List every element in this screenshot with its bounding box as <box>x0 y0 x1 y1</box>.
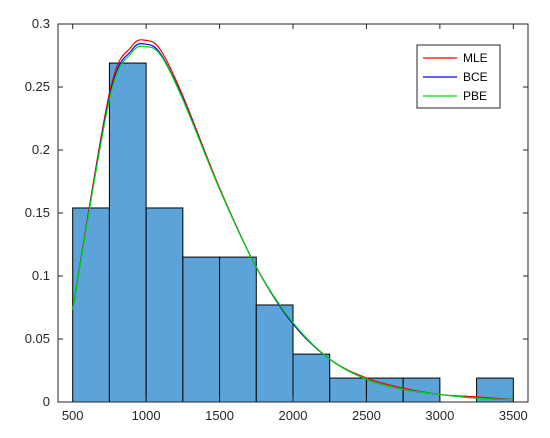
x-tick-label: 500 <box>62 408 84 423</box>
histogram-bar-8 <box>329 377 367 403</box>
histogram-bar-5 <box>219 256 257 403</box>
histogram-bar-7 <box>292 353 331 403</box>
y-tick-label: 0 <box>43 394 50 409</box>
legend-label-mle: MLE <box>463 51 488 65</box>
y-tick-label: 0.1 <box>32 268 50 283</box>
histogram-bar-2 <box>108 62 147 403</box>
histogram-bar-3 <box>145 207 184 403</box>
y-tick-label: 0.3 <box>32 16 50 31</box>
x-tick-label: 2000 <box>279 408 308 423</box>
legend-label-pbe: PBE <box>463 89 487 103</box>
y-axis-ticks: 0 0.05 0.1 0.15 0.2 0.25 0.3 <box>25 16 528 409</box>
histogram-bar-6 <box>255 304 294 403</box>
legend-label-bce: BCE <box>463 70 488 84</box>
x-tick-label: 1000 <box>132 408 161 423</box>
x-tick-label: 2500 <box>352 408 381 423</box>
x-tick-label: 3000 <box>425 408 454 423</box>
histogram-bar-4 <box>182 256 221 403</box>
density-curves <box>72 39 514 401</box>
histogram-bars <box>72 62 514 403</box>
y-tick-label: 0.05 <box>25 331 50 346</box>
x-tick-label: 1500 <box>205 408 234 423</box>
y-tick-label: 0.2 <box>32 142 50 157</box>
x-tick-label: 3500 <box>499 408 528 423</box>
y-tick-label: 0.25 <box>25 79 50 94</box>
histogram-bar-1 <box>72 207 110 403</box>
curve-pbe <box>72 45 514 401</box>
legend: MLE BCE PBE <box>416 44 501 109</box>
y-tick-label: 0.15 <box>25 205 50 220</box>
x-axis-ticks: 500 1000 1500 2000 2500 3000 3500 <box>62 24 528 423</box>
